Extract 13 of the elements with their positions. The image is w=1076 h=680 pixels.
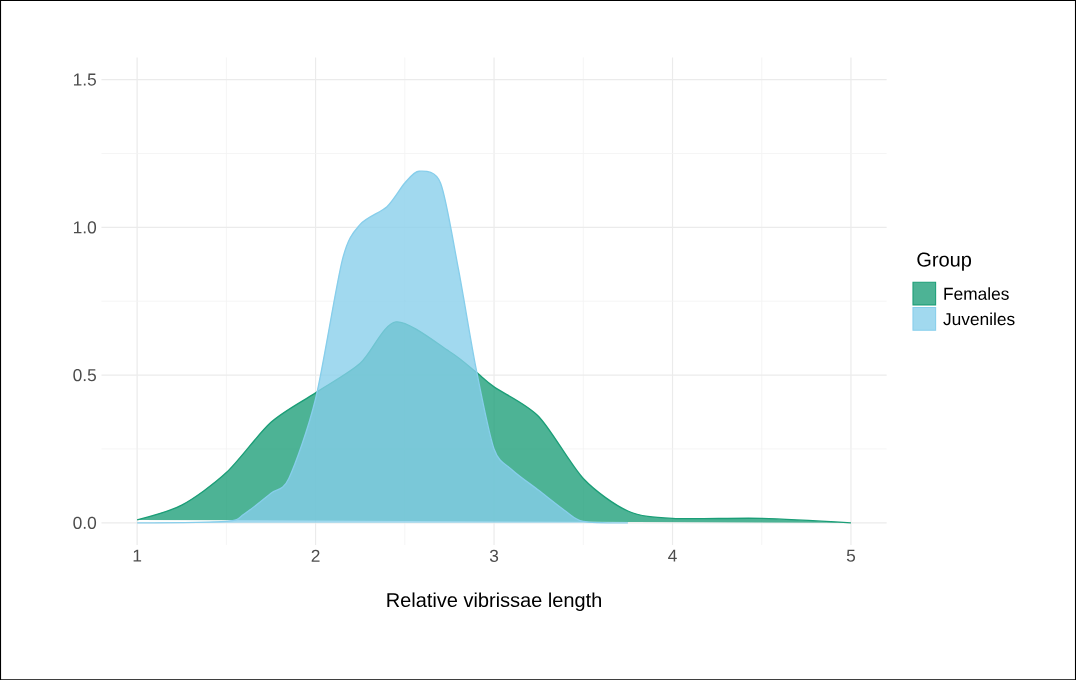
y-tick-label: 0.5 bbox=[73, 368, 96, 382]
x-tick-label: 1 bbox=[133, 549, 142, 562]
y-tick-label: 1.5 bbox=[73, 73, 96, 86]
x-tick-label: 2 bbox=[311, 549, 320, 562]
y-tick-label: 1.0 bbox=[73, 221, 97, 234]
x-tick-label: 3 bbox=[489, 549, 499, 562]
x-tick-label: 5 bbox=[846, 549, 856, 562]
x-axis-title: Relative vibrissae length bbox=[387, 592, 601, 611]
legend-label: Juveniles bbox=[943, 312, 1015, 326]
legend-label: Females bbox=[944, 287, 1009, 300]
y-tick-label: 0.0 bbox=[73, 516, 97, 529]
x-tick-label: 4 bbox=[668, 549, 677, 562]
legend-title: Group bbox=[917, 252, 972, 271]
